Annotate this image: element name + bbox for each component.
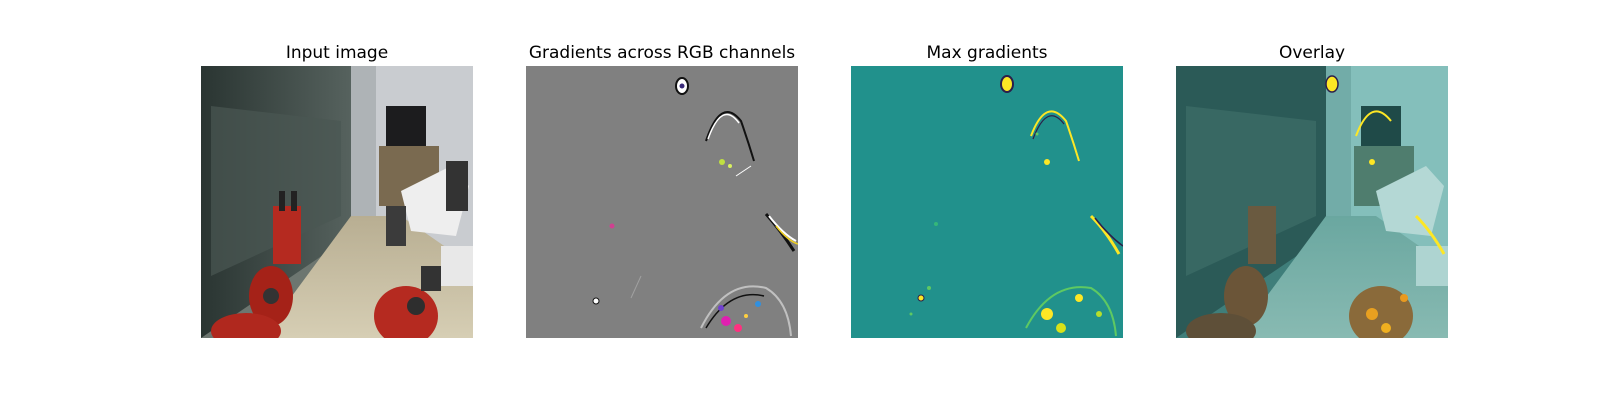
rgb-gradient-map — [526, 66, 798, 338]
input-image — [201, 66, 473, 338]
max-gradient-map — [851, 66, 1123, 338]
panel-max-gradients: Max gradients — [851, 40, 1123, 338]
panel-title: Max gradients — [926, 43, 1048, 63]
panel-title: Overlay — [1278, 43, 1346, 63]
panel-title: Input image — [285, 43, 389, 63]
overlay-image — [1176, 66, 1448, 338]
panel-title: Gradients across RGB channels — [528, 43, 796, 63]
panel-overlay: Overlay — [1176, 40, 1448, 338]
panel-input-image: Input image — [201, 40, 473, 338]
panel-rgb-gradients: Gradients across RGB channels — [526, 40, 798, 338]
